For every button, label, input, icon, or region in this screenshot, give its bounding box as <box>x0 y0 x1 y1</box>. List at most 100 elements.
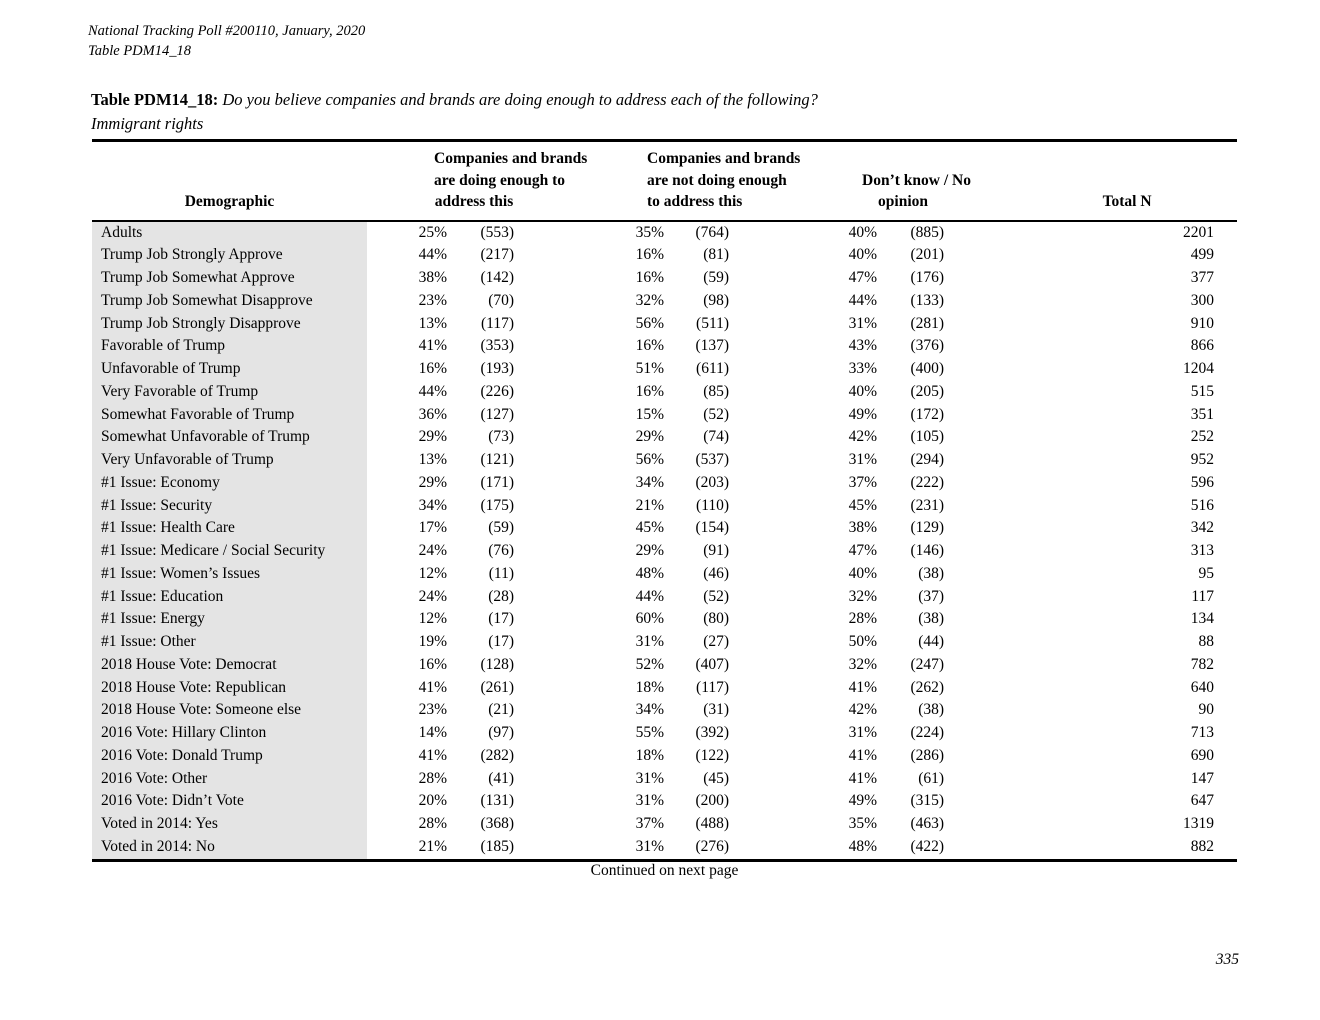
cell-not-doing-enough-n: (91) <box>703 542 730 559</box>
col-header-doing-enough-line1: Companies and brands <box>434 150 588 167</box>
col-header-demographic: Demographic <box>184 193 275 210</box>
cell-dont-know-pct: 49% <box>848 792 878 810</box>
row-demographic-label: Somewhat Favorable of Trump <box>92 403 367 427</box>
row-demographic-label: #1 Issue: Education <box>92 585 367 609</box>
table-row: Very Unfavorable of Trump 13% (121) 56% … <box>92 449 1237 472</box>
table-row: 2016 Vote: Didn’t Vote 20% (131) 31% (20… <box>92 790 1237 813</box>
cell-not-doing-enough-pct: 56% <box>635 314 665 332</box>
cell-doing-enough-pct: 13% <box>418 314 447 332</box>
table-subtitle: Immigrant rights <box>91 114 204 133</box>
col-header-doing-enough-line2: are doing enough to <box>434 171 566 189</box>
cell-total-n: 882 <box>1190 837 1215 855</box>
cell-total-n: 713 <box>1190 724 1215 741</box>
cell-dont-know-pct: 50% <box>848 633 878 650</box>
cell-not-doing-enough-n: (52) <box>703 587 730 605</box>
cell-doing-enough-n: (353) <box>480 337 515 355</box>
cell-dont-know-pct: 41% <box>848 746 878 764</box>
cell-doing-enough-n: (17) <box>488 610 515 628</box>
cell-not-doing-enough-pct: 16% <box>635 337 665 355</box>
cell-doing-enough-pct: 28% <box>418 815 447 832</box>
cell-dont-know-pct: 31% <box>848 451 878 468</box>
cell-not-doing-enough-pct: 56% <box>635 451 665 468</box>
cell-not-doing-enough-n: (27) <box>703 633 730 650</box>
cell-total-n: 252 <box>1190 428 1215 446</box>
cell-total-n: 1204 <box>1183 360 1215 377</box>
cell-not-doing-enough-pct: 35% <box>635 223 665 241</box>
cell-total-n: 690 <box>1190 746 1215 764</box>
row-demographic-label: #1 Issue: Security <box>92 494 367 518</box>
cell-total-n: 90 <box>1198 701 1215 719</box>
row-demographic-label: #1 Issue: Economy <box>92 471 367 495</box>
cell-dont-know-pct: 28% <box>848 610 878 628</box>
cell-doing-enough-n: (70) <box>488 291 515 309</box>
cell-dont-know-n: (463) <box>910 815 945 832</box>
cell-not-doing-enough-pct: 16% <box>635 382 665 400</box>
cell-not-doing-enough-pct: 31% <box>635 837 665 855</box>
table-header-row: Demographic Companies and brands are doi… <box>92 141 1238 221</box>
cell-not-doing-enough-pct: 18% <box>635 746 665 764</box>
cell-not-doing-enough-pct: 29% <box>635 428 665 446</box>
cell-doing-enough-pct: 21% <box>418 837 447 855</box>
cell-dont-know-n: (105) <box>910 428 945 446</box>
table-title-line: Table PDM14_18: Do you believe companies… <box>91 88 1239 112</box>
cell-doing-enough-n: (131) <box>480 792 515 810</box>
table-row: Voted in 2014: Yes 28% (368) 37% (488) 3… <box>92 813 1237 836</box>
cell-doing-enough-n: (28) <box>488 587 515 605</box>
table-row: #1 Issue: Women’s Issues 12% (11) 48% (4… <box>92 562 1237 586</box>
cell-not-doing-enough-n: (407) <box>695 655 730 673</box>
cell-doing-enough-n: (73) <box>488 428 515 446</box>
cell-doing-enough-n: (171) <box>480 473 515 491</box>
cell-not-doing-enough-pct: 55% <box>635 724 665 741</box>
cell-doing-enough-pct: 12% <box>418 610 447 628</box>
table-row: Favorable of Trump 41% (353) 16% (137) 4… <box>92 335 1237 358</box>
cell-not-doing-enough-n: (511) <box>696 314 730 332</box>
cell-total-n: 377 <box>1190 269 1215 286</box>
cell-dont-know-pct: 32% <box>848 655 878 673</box>
cell-not-doing-enough-n: (488) <box>695 815 730 832</box>
cell-dont-know-n: (37) <box>918 587 945 605</box>
cell-total-n: 351 <box>1190 405 1215 423</box>
cell-total-n: 596 <box>1190 473 1215 491</box>
table-row: Somewhat Favorable of Trump 36% (127) 15… <box>92 403 1237 427</box>
cell-doing-enough-pct: 44% <box>418 382 447 400</box>
poll-results-table: Demographic Companies and brands are doi… <box>92 139 1238 862</box>
row-demographic-label: Very Unfavorable of Trump <box>92 449 367 472</box>
page-number: 335 <box>1215 951 1239 968</box>
cell-total-n: 647 <box>1190 792 1215 810</box>
cell-doing-enough-pct: 16% <box>418 360 447 377</box>
cell-doing-enough-pct: 38% <box>418 269 447 286</box>
cell-dont-know-n: (247) <box>910 655 945 673</box>
cell-doing-enough-pct: 41% <box>418 678 447 696</box>
cell-dont-know-pct: 32% <box>848 587 878 605</box>
table-row: #1 Issue: Security 34% (175) 21% (110) 4… <box>92 494 1237 518</box>
cell-dont-know-n: (172) <box>910 405 945 423</box>
cell-doing-enough-n: (217) <box>480 246 515 264</box>
cell-not-doing-enough-n: (46) <box>703 564 730 582</box>
cell-not-doing-enough-n: (52) <box>703 405 730 423</box>
cell-doing-enough-pct: 17% <box>418 519 447 537</box>
row-demographic-label: #1 Issue: Health Care <box>92 517 367 540</box>
cell-not-doing-enough-n: (74) <box>703 428 730 446</box>
cell-doing-enough-pct: 36% <box>418 405 447 423</box>
cell-doing-enough-pct: 20% <box>418 792 447 810</box>
cell-not-doing-enough-n: (85) <box>703 382 730 400</box>
row-demographic-label: #1 Issue: Energy <box>92 608 367 631</box>
cell-doing-enough-pct: 23% <box>418 701 447 719</box>
table-question: Do you believe companies and brands are … <box>222 90 818 109</box>
cell-dont-know-pct: 31% <box>848 724 878 741</box>
cell-total-n: 342 <box>1190 519 1215 537</box>
cell-doing-enough-pct: 28% <box>418 769 447 787</box>
row-demographic-label: #1 Issue: Medicare / Social Security <box>92 540 367 563</box>
cell-dont-know-pct: 45% <box>848 496 878 514</box>
cell-total-n: 952 <box>1190 451 1215 468</box>
cell-dont-know-n: (222) <box>910 473 945 491</box>
cell-dont-know-pct: 38% <box>848 519 878 537</box>
cell-total-n: 499 <box>1190 246 1215 264</box>
row-demographic-label: Favorable of Trump <box>92 335 367 358</box>
meta-poll-title: National Tracking Poll #200110, January,… <box>88 23 366 39</box>
cell-total-n: 516 <box>1190 496 1215 514</box>
row-demographic-label: 2018 House Vote: Democrat <box>92 653 367 677</box>
cell-dont-know-pct: 40% <box>848 564 878 582</box>
cell-doing-enough-n: (128) <box>480 655 515 673</box>
